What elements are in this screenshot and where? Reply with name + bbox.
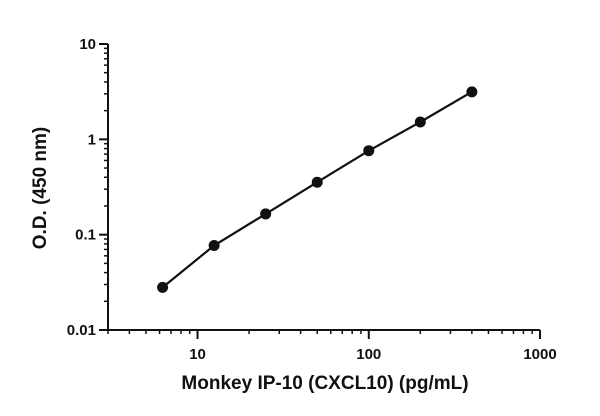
y-axis-title: O.D. (450 nm) — [30, 127, 51, 249]
data-point — [208, 239, 220, 251]
data-point — [466, 86, 478, 98]
y-axis-ticks: 0.01 0.1 1 10 — [67, 36, 108, 339]
x-tick-label: 10 — [189, 346, 206, 363]
data-point — [414, 116, 426, 128]
y-tick-label: 1 — [88, 131, 96, 148]
x-tick-label: 100 — [356, 346, 381, 363]
data-point — [157, 281, 169, 293]
data-point — [363, 145, 375, 157]
x-axis-ticks: 10 100 1000 — [107, 330, 557, 363]
data-point — [260, 208, 272, 220]
x-axis-title: Monkey IP-10 (CXCL10) (pg/mL) — [181, 373, 468, 394]
axes — [107, 44, 540, 331]
data-point — [311, 176, 323, 188]
x-tick-label: 1000 — [523, 346, 556, 363]
data-points — [157, 86, 478, 293]
y-tick-label: 10 — [79, 36, 96, 53]
y-tick-label: 0.01 — [67, 322, 96, 339]
y-tick-label: 0.1 — [75, 227, 96, 244]
